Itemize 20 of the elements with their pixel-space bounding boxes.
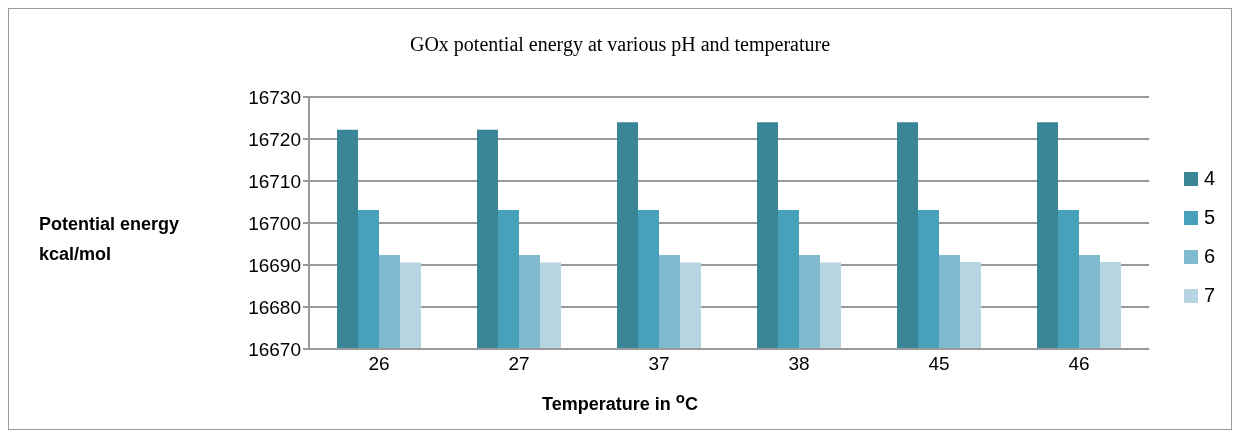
y-tick-label: 16700 — [248, 212, 301, 234]
x-axis-title: Temperature in $^{o}$C — [541, 389, 699, 415]
x-tick-label: 38 — [788, 353, 810, 375]
x-tick-label: 26 — [368, 353, 390, 375]
legend-label: 6 — [1204, 245, 1216, 268]
y-tick-label: 16720 — [248, 128, 301, 150]
y-tick-label: 16730 — [248, 86, 301, 108]
x-tick-label: 27 — [508, 353, 530, 375]
x-tick-label: 37 — [648, 353, 670, 375]
legend-label: 7 — [1204, 284, 1216, 307]
y-tick-label: 16680 — [248, 296, 301, 318]
legend-label: 5 — [1204, 206, 1216, 229]
y-tick-label: 16670 — [248, 338, 301, 360]
y-axis-title: Potential energy kcal/mol — [39, 213, 181, 266]
chart-title: GOx potential energy at various pH and temperature — [408, 33, 832, 56]
y-tick-label: 16710 — [248, 170, 301, 192]
x-tick-label: 45 — [928, 353, 950, 375]
y-tick-label: 16690 — [248, 254, 301, 276]
x-tick-label: 46 — [1068, 353, 1090, 375]
legend-label: 4 — [1204, 167, 1216, 190]
